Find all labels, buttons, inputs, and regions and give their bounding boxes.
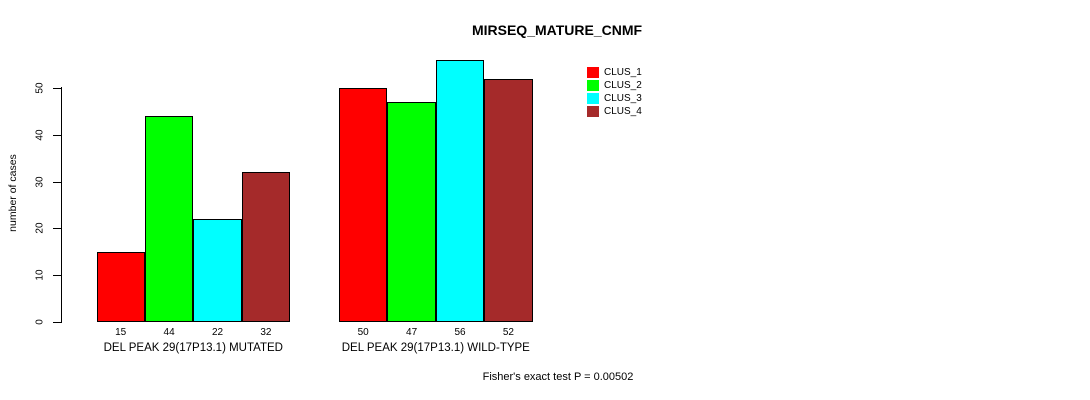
y-tick-mark-1 [53, 275, 61, 277]
y-tick-label-5: 50 [34, 82, 46, 94]
bar-value-label: 15 [115, 327, 127, 338]
bar-clus_2-group1 [144, 116, 194, 322]
bar-clus_1-group2 [339, 88, 388, 322]
bar-value-label: 52 [502, 327, 514, 338]
bar-clus_4-group2 [484, 78, 533, 322]
legend-row-clus_2: CLUS_2 [587, 79, 642, 91]
y-tick-label-0: 0 [34, 319, 46, 325]
y-axis-line [61, 87, 62, 323]
bar-value-label: 50 [357, 327, 369, 338]
y-tick-label-4: 40 [34, 129, 46, 141]
y-tick-mark-4 [53, 134, 61, 136]
y-tick-mark-5 [53, 88, 61, 89]
bar-value-label: 47 [406, 327, 418, 338]
legend-swatch-clus_4 [587, 106, 599, 118]
bar-value-label: 22 [211, 327, 224, 338]
y-tick-label-1: 10 [34, 269, 46, 281]
y-tick-mark-3 [53, 181, 61, 183]
legend-row-clus_4: CLUS_4 [587, 106, 642, 118]
bar-value-label: 32 [260, 327, 272, 338]
legend-label-clus_3: CLUS_3 [604, 92, 642, 104]
bar-value-label: 44 [163, 327, 175, 338]
legend-label-clus_2: CLUS_2 [604, 79, 642, 91]
category-label-group2: DEL PEAK 29(17P13.1) WILD-TYPE [341, 342, 530, 354]
legend-label-clus_1: CLUS_1 [604, 66, 642, 78]
legend-row-clus_1: CLUS_1 [587, 66, 642, 78]
bar-clus_3-group1 [193, 219, 242, 322]
y-axis-label: number of cases [7, 154, 19, 232]
legend-swatch-clus_2 [587, 79, 599, 91]
y-tick-label-3: 30 [34, 176, 46, 188]
legend-swatch-clus_3 [587, 92, 599, 104]
y-tick-mark-0 [53, 322, 61, 323]
legend-swatch-clus_1 [587, 66, 599, 78]
y-tick-label-2: 20 [34, 222, 46, 234]
legend-label-clus_4: CLUS_4 [604, 106, 642, 118]
bar-clus_2-group2 [387, 102, 436, 322]
bar-value-label: 56 [454, 327, 466, 338]
annotation-text: Fisher's exact test P = 0.00502 [482, 371, 634, 383]
category-label-group1: DEL PEAK 29(17P13.1) MUTATED [103, 342, 283, 354]
bar-clus_4-group1 [241, 172, 291, 322]
bar-clus_3-group2 [435, 59, 485, 322]
chart-title: MIRSEQ_MATURE_CNMF [471, 22, 643, 38]
bar-clus_1-group1 [96, 251, 145, 322]
legend-row-clus_3: CLUS_3 [587, 92, 642, 104]
y-tick-mark-2 [53, 228, 61, 230]
